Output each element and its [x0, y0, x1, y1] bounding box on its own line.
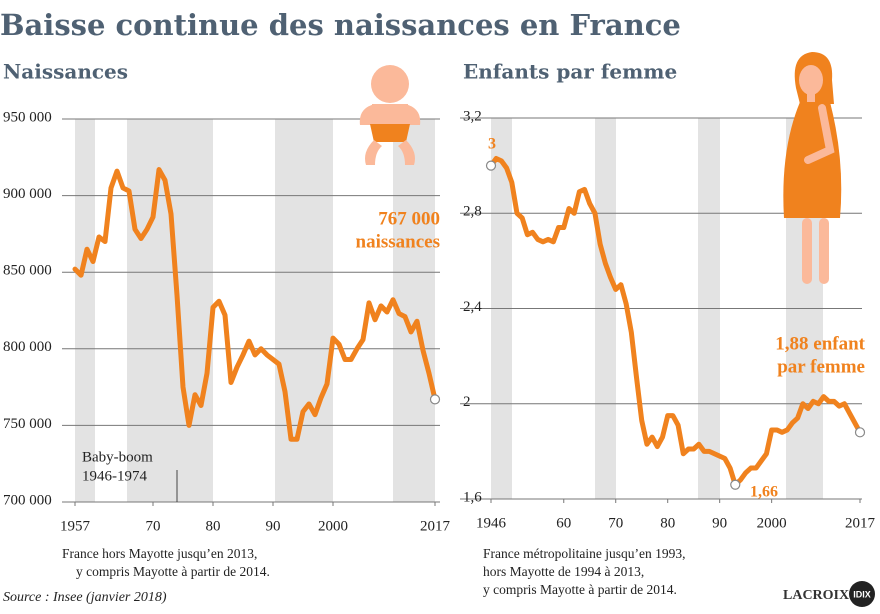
y-tick-label: 1,6 — [463, 489, 482, 505]
annotation: Baby-boom — [82, 449, 153, 465]
y-tick-label: 800 000 — [3, 339, 52, 355]
y-tick-label: 900 000 — [3, 186, 52, 202]
y-tick-label: 950 000 — [3, 109, 52, 125]
x-tick-label: 2017 — [845, 515, 876, 531]
data-line — [72, 167, 438, 442]
x-tick-label: 70 — [146, 518, 161, 534]
annotation: 1,66 — [750, 484, 778, 501]
x-tick-label: 2000 — [757, 515, 787, 531]
logo: LACROIX — [783, 588, 849, 603]
y-tick-label: 3,2 — [463, 108, 482, 124]
point-marker — [429, 394, 441, 405]
x-tick-label: 1957 — [60, 518, 91, 534]
y-tick-label: 700 000 — [3, 492, 52, 508]
page-title: Baisse continue des naissances en France — [0, 8, 681, 42]
x-tick-label: 80 — [206, 518, 221, 534]
note: hors Mayotte de 1994 à 2013, — [483, 564, 644, 579]
point-marker — [854, 427, 866, 438]
x-tick-label: 2000 — [318, 518, 348, 534]
baby-illustration — [359, 65, 421, 165]
note: France métropolitaine jusqu’en 1993, — [483, 546, 685, 561]
data-line — [488, 155, 863, 488]
bands — [75, 118, 823, 502]
y-tick-label: 750 000 — [3, 416, 52, 432]
woman-illustration — [783, 52, 842, 284]
y-tick-label: 2 — [463, 394, 471, 410]
annotation: 767 000 — [378, 208, 440, 229]
x-tick-label: 70 — [608, 515, 623, 531]
badge-circle — [849, 581, 875, 607]
y-tick-label: 850 000 — [3, 263, 52, 279]
note: France hors Mayotte jusqu’en 2013, — [62, 546, 257, 561]
x-tick-label: 90 — [712, 515, 727, 531]
note: y compris Mayotte à partir de 2014. — [483, 582, 677, 597]
annotation: naissances — [356, 231, 440, 252]
annotation: 1,88 enfant — [775, 333, 865, 354]
badge: IDIX — [853, 589, 871, 599]
note: y compris Mayotte à partir de 2014. — [76, 564, 270, 579]
point-marker — [485, 160, 497, 171]
point-marker — [730, 479, 741, 490]
plot-layer: 700 000 750 000 800 000 850 000 900 000 950 0… — [3, 108, 876, 534]
chart-title: Enfants par femme — [463, 60, 677, 84]
annotation: 3 — [488, 136, 496, 153]
x-tick-label: 90 — [266, 518, 281, 534]
x-tick-label: 80 — [660, 515, 675, 531]
annotation: par femme — [777, 356, 865, 377]
x-tick-label: 1946 — [476, 515, 507, 531]
y-tick-label: 2,4 — [463, 299, 482, 315]
x-tick-label: 60 — [556, 515, 571, 531]
source: Source : Insee (janvier 2018) — [3, 590, 167, 605]
y-tick-label: 2,8 — [463, 204, 482, 220]
x-tick-label: 2017 — [420, 518, 451, 534]
chart-title: Naissances — [3, 60, 128, 84]
annotation: 1946-1974 — [82, 468, 147, 484]
